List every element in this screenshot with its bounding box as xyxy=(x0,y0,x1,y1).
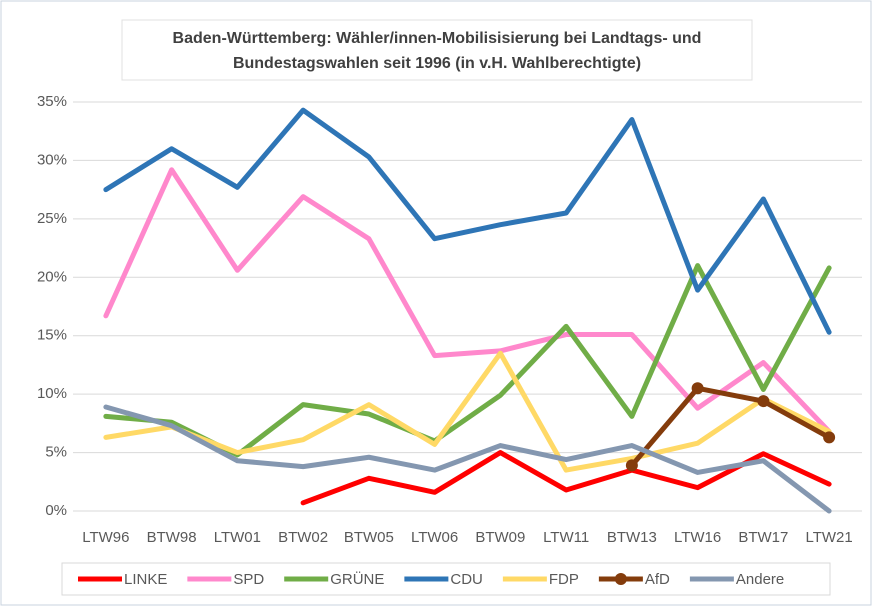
title-box xyxy=(121,19,753,81)
y-tick-label: 25% xyxy=(37,210,67,227)
marker xyxy=(757,395,770,408)
y-tick-label: 0% xyxy=(45,502,67,519)
x-tick-label: BTW13 xyxy=(607,529,657,546)
x-tick-label: BTW98 xyxy=(147,529,197,546)
marker xyxy=(691,382,704,395)
x-tick-label: LTW11 xyxy=(543,529,589,546)
y-tick-label: 35% xyxy=(37,93,67,110)
x-tick-label: BTW17 xyxy=(738,529,788,546)
plot xyxy=(103,107,836,514)
chart-title: Bundestagswahlen seit 1996 (in v.H. Wahl… xyxy=(233,55,641,72)
x-tick-label: LTW16 xyxy=(674,529,721,546)
y-tick-label: 15% xyxy=(37,327,67,344)
y-tick-label: 10% xyxy=(37,385,67,402)
legend: LINKE SPD GRÜNE CDU FDP AfD Andere xyxy=(78,570,784,588)
x-tick-label: LTW01 xyxy=(214,529,261,546)
legend-marker xyxy=(614,573,627,585)
legend-label: CDU xyxy=(450,571,483,588)
legend-label: Andere xyxy=(736,571,784,588)
chart-title: Baden-Württemberg: Wähler/innen-Mobilisi… xyxy=(173,30,702,47)
series-line xyxy=(103,107,832,335)
legend-label: FDP xyxy=(549,571,579,588)
x-tick-label: LTW96 xyxy=(82,529,129,546)
legend-label: LINKE xyxy=(124,571,167,588)
marker xyxy=(823,431,836,444)
y-tick-label: 20% xyxy=(37,268,67,285)
series-line xyxy=(103,404,832,514)
x-tick-label: BTW05 xyxy=(344,529,394,546)
y-tick-label: 5% xyxy=(45,444,67,461)
x-tick-label: LTW21 xyxy=(806,529,853,546)
marker xyxy=(625,459,638,472)
x-tick-label: BTW09 xyxy=(475,529,525,546)
legend-label: GRÜNE xyxy=(330,570,384,588)
legend-label: AfD xyxy=(645,571,670,588)
y-tick-label: 30% xyxy=(37,151,67,168)
grid: 0% 5% 10% 15% 20% 25% 30% 35% LTW96 BTW98 LTW01 BTW… xyxy=(37,93,862,546)
x-tick-label: LTW06 xyxy=(411,529,458,546)
x-tick-label: BTW02 xyxy=(278,529,328,546)
series-line xyxy=(103,350,832,473)
series-line xyxy=(629,385,832,468)
series-line xyxy=(103,167,832,435)
legend-label: SPD xyxy=(233,571,264,588)
